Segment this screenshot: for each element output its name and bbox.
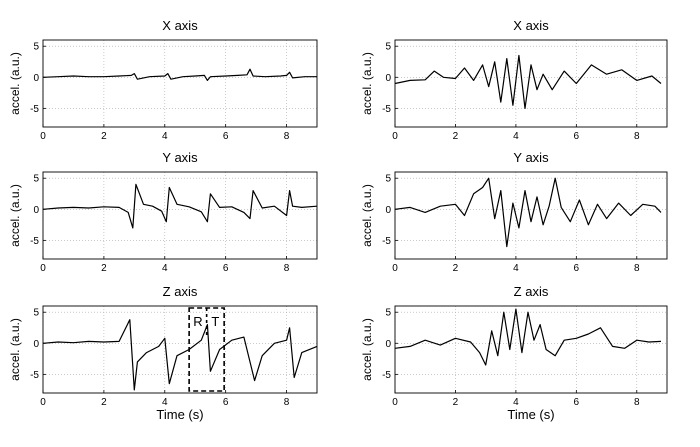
x-tick-label: 0: [392, 263, 398, 274]
y-tick-label: -5: [30, 236, 39, 247]
x-tick-label: 2: [453, 131, 459, 142]
x-tick-label: 2: [101, 263, 107, 274]
y-axis-label: accel. (a.u.): [360, 52, 374, 115]
x-tick-label: 6: [223, 397, 229, 408]
y-tick-label: 5: [33, 42, 39, 53]
subplot-3: 0 2 4 6 8 5 0 -5 Y axis accel. (a.u.): [8, 150, 317, 274]
x-tick-label: 4: [513, 263, 519, 274]
y-tick-label: 5: [385, 308, 391, 319]
y-tick-label: -5: [382, 370, 391, 381]
x-axis-label: Time (s): [156, 407, 203, 422]
y-tick-label: 0: [385, 339, 391, 350]
series-line: [395, 309, 661, 365]
plot-frame: [395, 40, 667, 127]
y-tick-label: 0: [33, 205, 39, 216]
x-tick-label: 6: [574, 397, 580, 408]
subplot-title: Y axis: [513, 150, 549, 165]
x-tick-label: 0: [392, 397, 398, 408]
x-tick-label: 8: [284, 397, 290, 408]
series-line: [395, 178, 661, 246]
plot-frame: [395, 306, 667, 393]
y-tick-label: -5: [30, 370, 39, 381]
x-tick-label: 4: [162, 131, 168, 142]
y-tick-label: 5: [385, 174, 391, 185]
plot-frame: [43, 306, 317, 393]
y-axis-label: accel. (a.u.): [8, 184, 22, 247]
x-tick-label: 0: [392, 131, 398, 142]
subplot-1: 0 2 4 6 8 5 0 -5 X axis accel. (a.u.): [8, 18, 317, 142]
subplot-title: Y axis: [162, 150, 198, 165]
y-tick-label: 0: [385, 73, 391, 84]
subplot-2: 0 2 4 6 8 5 0 -5 X axis accel. (a.u.): [360, 18, 667, 142]
y-tick-label: -5: [30, 104, 39, 115]
y-tick-label: -5: [382, 104, 391, 115]
y-axis-label: accel. (a.u.): [360, 184, 374, 247]
x-tick-label: 2: [101, 397, 107, 408]
y-axis-label: accel. (a.u.): [8, 52, 22, 115]
x-tick-label: 2: [453, 397, 459, 408]
x-tick-label: 8: [634, 263, 640, 274]
subplot-6: 0246850-5Z axisaccel. (a.u.)Time (s): [360, 284, 667, 422]
y-tick-label: -5: [382, 236, 391, 247]
plot-frame: [43, 172, 317, 259]
y-tick-label: 0: [33, 339, 39, 350]
x-tick-label: 4: [513, 131, 519, 142]
subplot-title: Z axis: [163, 284, 198, 299]
series-line: [395, 56, 661, 109]
x-tick-label: 8: [634, 397, 640, 408]
y-axis-label: accel. (a.u.): [8, 318, 22, 381]
annotation-t: T: [211, 314, 219, 329]
x-tick-label: 6: [574, 263, 580, 274]
x-tick-label: 0: [40, 263, 46, 274]
y-tick-label: 5: [385, 42, 391, 53]
y-tick-label: 5: [33, 308, 39, 319]
subplot-4: 0 2 4 6 8 5 0 -5 Y axis accel. (a.u.): [360, 150, 667, 274]
x-tick-label: 2: [101, 131, 107, 142]
x-tick-label: 8: [284, 131, 290, 142]
x-tick-label: 0: [40, 131, 46, 142]
plot-frame: [395, 172, 667, 259]
y-axis-label: accel. (a.u.): [360, 318, 374, 381]
annotation-r: R: [193, 314, 202, 329]
x-tick-label: 6: [223, 263, 229, 274]
series-line: [43, 69, 317, 80]
x-tick-label: 4: [162, 263, 168, 274]
subplot-5: 0246850-5Z axisaccel. (a.u.)Time (s)RT: [8, 284, 317, 422]
x-tick-label: 8: [284, 263, 290, 274]
subplot-title: X axis: [162, 18, 198, 33]
plot-frame: [43, 40, 317, 127]
subplot-title: Z axis: [514, 284, 549, 299]
y-tick-label: 5: [33, 174, 39, 185]
y-tick-label: 0: [385, 205, 391, 216]
x-tick-label: 6: [223, 131, 229, 142]
series-line: [43, 320, 317, 390]
series-line: [43, 184, 317, 228]
x-tick-label: 2: [453, 263, 459, 274]
x-axis-label: Time (s): [507, 407, 554, 422]
x-tick-label: 6: [574, 131, 580, 142]
y-tick-label: 0: [33, 73, 39, 84]
x-tick-label: 0: [40, 397, 46, 408]
x-tick-label: 8: [634, 131, 640, 142]
subplot-title: X axis: [513, 18, 549, 33]
